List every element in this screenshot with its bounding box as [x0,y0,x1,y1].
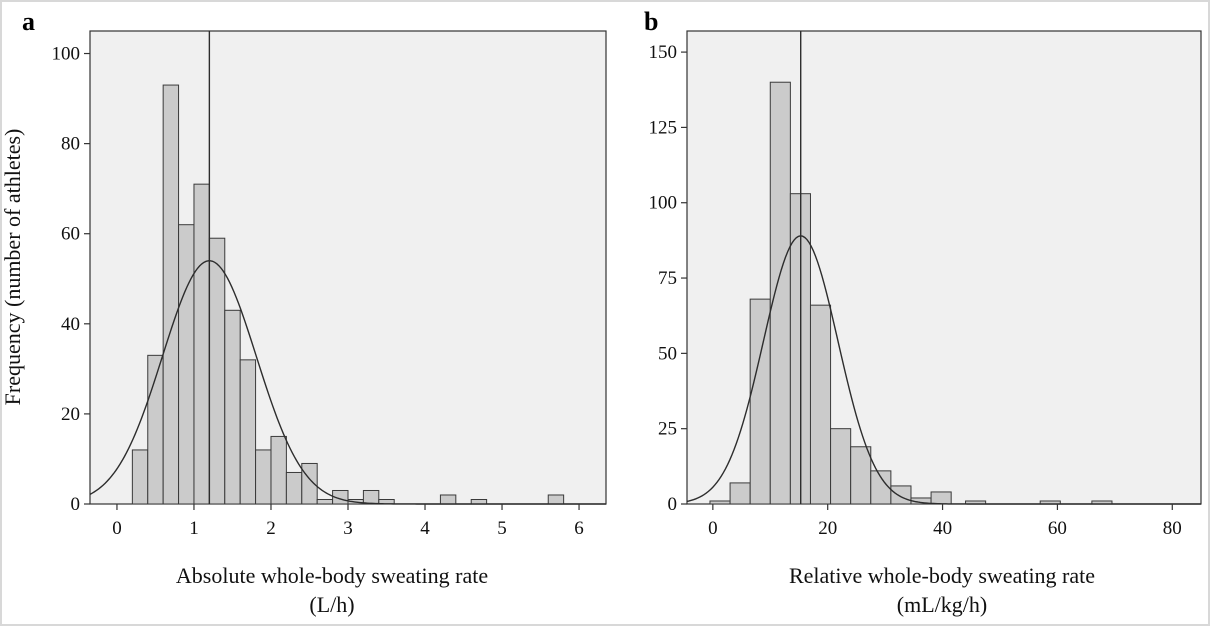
y-tick-label-b-3: 75 [658,268,677,289]
bar-b-9 [890,485,912,505]
y-tick-label-b-1: 25 [658,419,677,440]
x-tick-label-b-1: 20 [818,518,837,539]
x-axis-unit-b: (mL/kg/h) [897,592,987,617]
y-tick-label-a-5: 100 [52,44,81,65]
y-axis-label-a: Frequency (number of athletes) [0,129,25,406]
bar-a-15 [362,489,380,505]
x-tick-label-a-2: 2 [266,518,276,539]
y-tick-label-b-2: 50 [658,343,677,364]
bar-b-5 [809,304,832,505]
x-tick-label-b-2: 40 [933,518,952,539]
y-tick-label-b-0: 0 [668,494,678,515]
bar-a-17 [439,494,457,505]
bar-a-2 [162,84,180,505]
x-axis-b: 0 20 40 60 80 [708,504,1182,539]
y-tick-label-a-2: 40 [61,314,80,335]
bar-b-1 [729,482,751,505]
bar-a-5 [208,237,226,505]
y-tick-label-a-3: 60 [61,224,80,245]
y-tick-label-a-4: 80 [61,134,80,155]
bar-b-0 [709,500,731,505]
bars-a [131,84,565,505]
x-tick-label-b-3: 60 [1048,518,1067,539]
bar-b-2 [749,298,771,505]
bar-a-10 [285,471,303,505]
bar-a-0 [131,449,149,505]
y-axis-a: 0 20 40 60 80 100 [52,44,90,515]
x-tick-label-a-3: 3 [343,518,353,539]
x-axis-a: 0 1 2 3 4 5 6 [112,504,584,539]
panel-letter-a: a [22,7,35,36]
panel-a: a 0 20 40 60 80 100 0 1 2 3 4 5 6 Frequency (number… [0,7,607,617]
panel-b: b 0 25 50 75 100 125 150 0 20 40 60 80 Relative wh… [644,7,1202,617]
bar-a-19 [547,494,565,505]
panel-letter-b: b [644,7,658,36]
x-tick-label-a-5: 5 [497,518,507,539]
x-axis-label-b: Relative whole-body sweating rate [789,563,1095,588]
y-tick-label-b-6: 150 [649,42,678,63]
x-tick-label-b-4: 80 [1163,518,1182,539]
x-tick-label-a-1: 1 [189,518,199,539]
bar-a-12 [316,499,334,505]
bar-a-7 [239,359,257,505]
y-tick-label-b-4: 100 [649,193,678,214]
bar-a-3 [178,224,195,505]
x-tick-label-a-4: 4 [420,518,430,539]
bar-b-7 [850,446,872,505]
bar-b-3 [769,81,791,505]
bar-b-11 [930,491,952,505]
normal-curve-a [89,260,606,505]
y-tick-label-b-5: 125 [649,117,678,138]
bar-a-6 [224,309,241,505]
x-tick-label-b-0: 0 [708,518,718,539]
normal-curve-b [686,235,1201,505]
bars-b [709,81,1113,505]
x-tick-label-a-6: 6 [574,518,584,539]
bar-a-9 [270,435,287,505]
y-axis-b: 0 25 50 75 100 125 150 [649,42,687,515]
bar-a-4 [193,183,210,505]
bar-a-8 [255,449,272,505]
y-tick-label-a-1: 20 [61,404,80,425]
bar-b-6 [830,428,852,505]
x-axis-unit-a: (L/h) [309,592,354,617]
x-axis-label-a: Absolute whole-body sweating rate [176,563,488,588]
y-tick-label-a-0: 0 [71,494,81,515]
x-tick-label-a-0: 0 [112,518,122,539]
